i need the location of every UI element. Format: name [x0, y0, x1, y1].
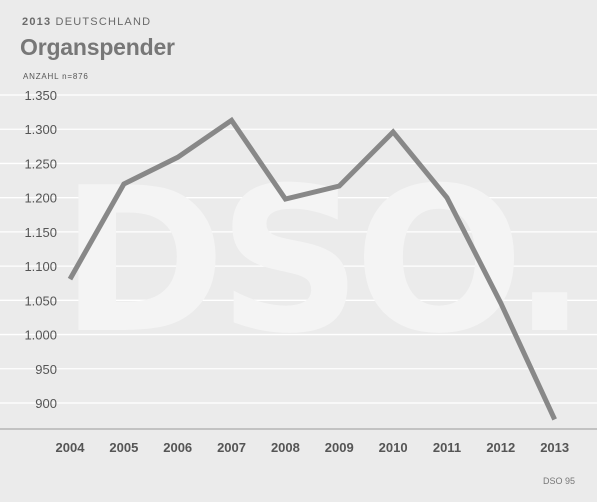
y-axis-label: ANZAHL n=876: [23, 72, 89, 81]
x-tick-label: 2006: [163, 440, 192, 455]
y-axis-tick-labels: 900 950 1.000 1.050 1.100 1.150 1.200 1.250 1.30…: [24, 88, 57, 411]
chart-title: Organspender: [20, 34, 175, 60]
y-tick-label: 1.250: [24, 156, 57, 171]
y-tick-label: 1.000: [24, 328, 57, 343]
y-tick-label: 900: [35, 396, 57, 411]
y-tick-label: 1.300: [24, 122, 57, 137]
subtitle-region: DEUTSCHLAND: [55, 16, 152, 28]
source-note: DSO 95: [542, 476, 575, 486]
y-tick-label: 1.050: [24, 293, 57, 308]
x-tick-label: 2012: [486, 440, 515, 455]
x-tick-label: 2009: [325, 440, 354, 455]
watermark-logo: DSO.: [60, 145, 580, 378]
y-axis-label-prefix: ANZAHL: [23, 72, 60, 81]
x-tick-label: 2004: [56, 440, 86, 455]
x-tick-label: 2010: [379, 440, 408, 455]
y-tick-label: 1.150: [24, 225, 57, 240]
x-tick-label: 2013: [540, 440, 569, 455]
x-tick-label: 2007: [217, 440, 246, 455]
series-group: [67, 116, 557, 421]
x-tick-label: 2005: [109, 440, 138, 455]
y-axis-label-n: n=876: [62, 72, 89, 81]
subtitle-year: 2013: [22, 16, 52, 28]
chart-subtitle: 2013 DEUTSCHLAND: [22, 16, 151, 28]
y-tick-label: 1.100: [24, 259, 57, 274]
y-tick-label: 1.350: [24, 88, 57, 103]
x-tick-label: 2011: [433, 440, 461, 455]
y-tick-label: 950: [35, 362, 57, 377]
x-tick-label: 2008: [271, 440, 300, 455]
x-axis-tick-labels: 2004 2005 2006 2007 2008 2009 2010 2011 2012 2013: [56, 440, 570, 455]
series-line: [67, 116, 557, 421]
y-tick-label: 1.200: [24, 191, 57, 206]
